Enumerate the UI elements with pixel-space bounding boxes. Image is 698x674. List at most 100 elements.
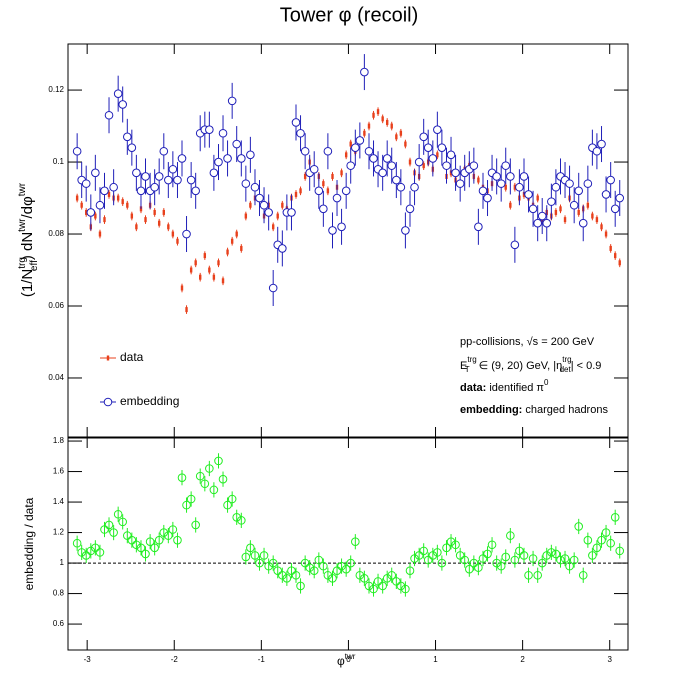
data-point xyxy=(474,222,483,232)
data-point xyxy=(565,561,574,571)
x-axis-label: φtwr xyxy=(337,652,356,668)
data-point xyxy=(126,202,129,208)
data-point xyxy=(349,141,352,147)
data-point xyxy=(255,558,264,568)
data-point xyxy=(433,125,442,134)
data-point xyxy=(72,538,82,548)
data-point xyxy=(583,179,593,188)
data-point xyxy=(314,555,324,565)
data-point xyxy=(300,558,310,568)
data-point xyxy=(319,561,328,571)
data-point xyxy=(542,551,552,560)
data-point xyxy=(135,224,138,230)
data-point xyxy=(123,132,132,142)
data-point xyxy=(75,195,79,201)
data-point xyxy=(130,213,134,219)
legend-marker xyxy=(106,355,110,361)
data-point xyxy=(145,537,155,547)
data-point xyxy=(240,245,243,251)
data-point xyxy=(164,531,173,540)
data-point xyxy=(382,574,392,583)
x-tick-label: 3 xyxy=(607,655,612,664)
data-point xyxy=(113,89,123,98)
data-point xyxy=(221,278,225,284)
data-point xyxy=(492,172,501,181)
data-point xyxy=(401,226,410,235)
y-tick-label: 0.6 xyxy=(53,619,65,628)
data-point xyxy=(203,253,207,259)
data-point xyxy=(515,182,524,192)
data-point xyxy=(556,555,565,565)
data-point xyxy=(606,538,615,548)
data-point xyxy=(132,168,141,178)
data-point xyxy=(422,163,425,169)
data-point xyxy=(296,581,305,591)
data-point xyxy=(287,566,296,575)
data-point xyxy=(171,231,175,237)
x-tick-label: -3 xyxy=(84,655,92,664)
data-point xyxy=(460,555,470,565)
data-point xyxy=(537,211,547,221)
data-point xyxy=(91,543,100,553)
data-point xyxy=(446,537,456,547)
data-point xyxy=(162,209,166,215)
data-point xyxy=(547,548,556,557)
data-point xyxy=(309,164,319,174)
data-point xyxy=(506,172,515,181)
data-point xyxy=(278,244,287,253)
data-point xyxy=(81,551,91,560)
data-point xyxy=(340,170,343,176)
data-point xyxy=(469,558,479,568)
data-point xyxy=(533,570,542,580)
data-point xyxy=(569,200,579,210)
data-point xyxy=(351,143,360,152)
data-point xyxy=(331,173,334,179)
data-point xyxy=(104,110,114,120)
data-point xyxy=(103,217,106,223)
data-point xyxy=(399,130,403,136)
data-point xyxy=(392,577,401,586)
legend-marker xyxy=(103,397,113,407)
data-point xyxy=(474,563,483,572)
x-tick-label: -1 xyxy=(258,655,266,664)
data-point xyxy=(606,175,615,185)
data-point xyxy=(351,537,360,547)
data-point xyxy=(86,546,96,556)
y-tick-label: 1.8 xyxy=(53,436,65,445)
data-point xyxy=(367,123,371,129)
data-point xyxy=(227,96,237,106)
data-point xyxy=(578,570,588,580)
data-point xyxy=(574,186,584,196)
data-point xyxy=(483,549,492,559)
data-point xyxy=(578,218,588,228)
data-point xyxy=(595,217,599,223)
y-tick-label: 0.1 xyxy=(53,157,65,166)
data-point xyxy=(227,494,237,504)
data-point xyxy=(177,154,187,163)
y-tick-label: 0.06 xyxy=(48,301,64,310)
data-point xyxy=(501,161,511,170)
data-point xyxy=(303,173,307,179)
data-point xyxy=(85,209,88,215)
data-point xyxy=(515,546,524,556)
data-point xyxy=(551,182,561,192)
data-point xyxy=(164,175,173,185)
data-point xyxy=(496,179,506,188)
data-point xyxy=(332,566,342,575)
data-point xyxy=(387,570,397,580)
data-point xyxy=(597,535,606,545)
data-point xyxy=(592,146,602,156)
data-point xyxy=(547,197,556,206)
data-point xyxy=(214,456,223,466)
data-point xyxy=(574,522,584,531)
y-tick-label: 1.6 xyxy=(53,467,65,476)
data-point xyxy=(332,193,342,203)
data-point xyxy=(305,563,314,572)
data-point xyxy=(194,260,197,266)
data-point xyxy=(337,561,346,571)
data-point xyxy=(241,179,251,188)
data-point xyxy=(423,555,433,565)
data-point xyxy=(378,168,387,178)
data-point xyxy=(81,179,91,188)
data-point xyxy=(376,109,380,115)
